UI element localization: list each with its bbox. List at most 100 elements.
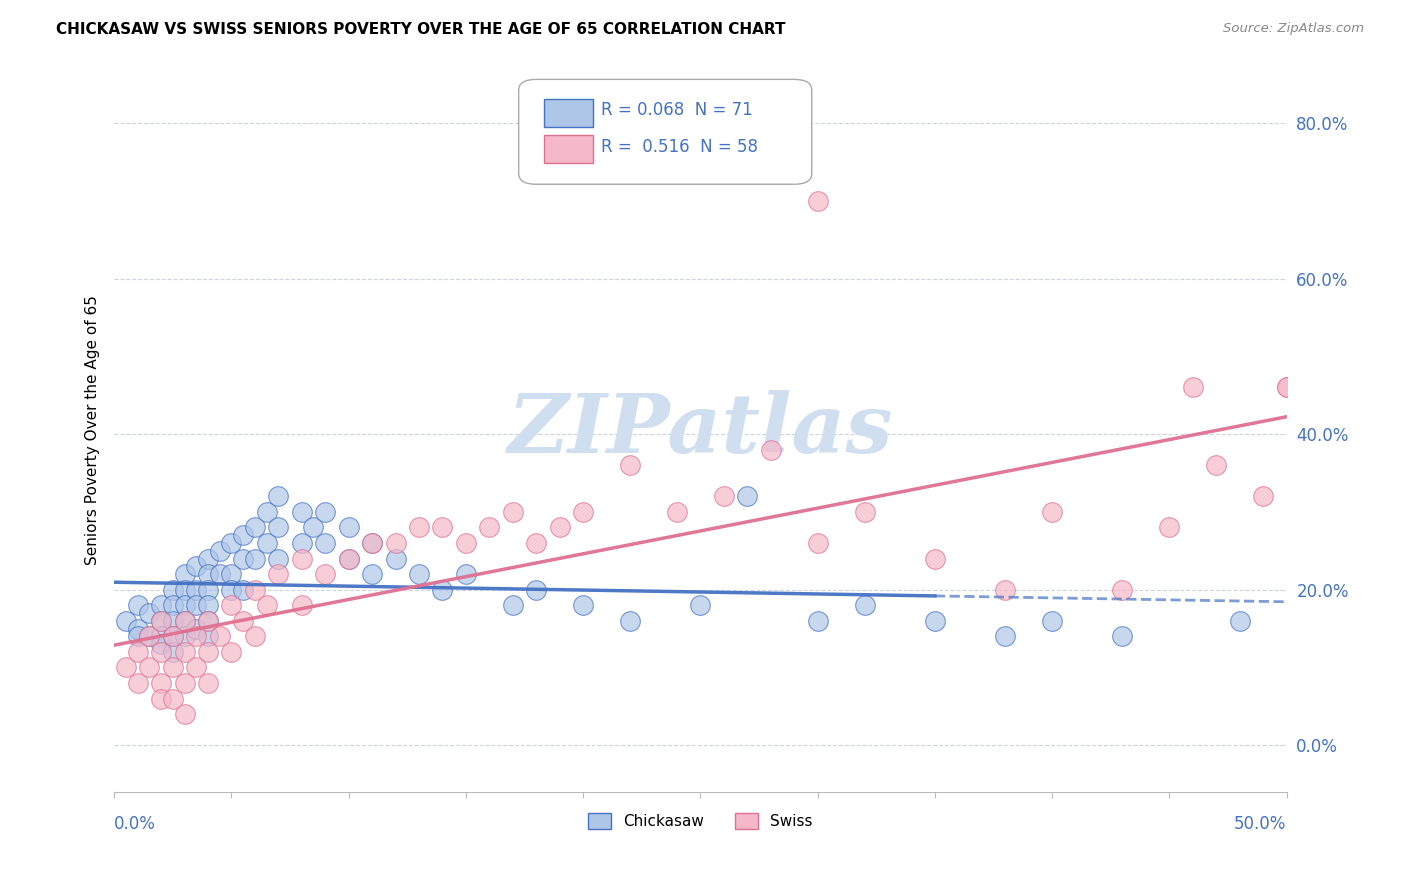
Point	[162, 629, 184, 643]
Point	[173, 614, 195, 628]
Point	[127, 629, 149, 643]
Point	[173, 567, 195, 582]
Point	[221, 645, 243, 659]
Point	[232, 551, 254, 566]
Point	[221, 567, 243, 582]
Point	[807, 194, 830, 208]
Point	[197, 645, 219, 659]
Point	[267, 489, 290, 503]
Point	[408, 520, 430, 534]
Point	[337, 551, 360, 566]
Point	[150, 614, 173, 628]
Point	[150, 599, 173, 613]
Text: R = 0.068  N = 71: R = 0.068 N = 71	[600, 102, 752, 120]
Point	[127, 676, 149, 690]
Point	[221, 599, 243, 613]
Point	[619, 614, 641, 628]
Point	[186, 660, 208, 674]
Point	[138, 629, 160, 643]
Point	[173, 676, 195, 690]
Point	[162, 599, 184, 613]
Point	[337, 551, 360, 566]
Point	[267, 520, 290, 534]
Point	[197, 629, 219, 643]
Point	[186, 629, 208, 643]
Point	[853, 599, 876, 613]
Point	[115, 660, 138, 674]
Point	[267, 551, 290, 566]
Point	[524, 582, 547, 597]
Point	[572, 505, 595, 519]
Point	[1040, 505, 1063, 519]
Point	[186, 622, 208, 636]
Point	[150, 645, 173, 659]
Point	[291, 599, 314, 613]
Point	[173, 582, 195, 597]
Point	[361, 536, 384, 550]
Point	[408, 567, 430, 582]
Point	[243, 551, 266, 566]
Text: 50.0%: 50.0%	[1234, 815, 1286, 833]
Point	[221, 536, 243, 550]
Point	[337, 520, 360, 534]
Point	[384, 551, 406, 566]
Point	[150, 614, 173, 628]
Point	[548, 520, 571, 534]
Point	[150, 691, 173, 706]
Text: R =  0.516  N = 58: R = 0.516 N = 58	[600, 137, 758, 155]
Point	[186, 582, 208, 597]
Point	[243, 582, 266, 597]
Point	[256, 599, 278, 613]
Point	[197, 551, 219, 566]
Point	[524, 536, 547, 550]
Point	[150, 676, 173, 690]
Point	[162, 614, 184, 628]
Point	[361, 567, 384, 582]
Point	[454, 536, 477, 550]
Point	[291, 551, 314, 566]
Point	[115, 614, 138, 628]
Point	[197, 676, 219, 690]
Point	[314, 505, 336, 519]
Point	[853, 505, 876, 519]
Point	[1111, 629, 1133, 643]
Point	[1251, 489, 1274, 503]
Point	[138, 606, 160, 620]
Point	[127, 622, 149, 636]
Point	[127, 645, 149, 659]
Point	[221, 582, 243, 597]
Point	[197, 582, 219, 597]
Point	[197, 614, 219, 628]
Point	[994, 582, 1017, 597]
Point	[924, 614, 946, 628]
Point	[186, 599, 208, 613]
Point	[162, 645, 184, 659]
Point	[243, 520, 266, 534]
Legend: Chickasaw, Swiss: Chickasaw, Swiss	[582, 806, 818, 835]
FancyBboxPatch shape	[519, 79, 811, 185]
Text: Source: ZipAtlas.com: Source: ZipAtlas.com	[1223, 22, 1364, 36]
Point	[243, 629, 266, 643]
Point	[1181, 380, 1204, 394]
Point	[173, 645, 195, 659]
Point	[256, 536, 278, 550]
Point	[162, 629, 184, 643]
FancyBboxPatch shape	[544, 99, 592, 128]
Point	[619, 458, 641, 473]
Point	[807, 536, 830, 550]
Point	[432, 520, 454, 534]
Point	[502, 599, 524, 613]
Point	[150, 637, 173, 651]
Point	[572, 599, 595, 613]
Point	[713, 489, 735, 503]
Point	[197, 567, 219, 582]
Point	[1159, 520, 1181, 534]
Point	[665, 505, 688, 519]
Point	[1275, 380, 1298, 394]
Text: ZIPatlas: ZIPatlas	[508, 390, 893, 470]
Point	[127, 599, 149, 613]
Point	[232, 528, 254, 542]
Point	[361, 536, 384, 550]
Point	[208, 567, 231, 582]
Point	[1275, 380, 1298, 394]
